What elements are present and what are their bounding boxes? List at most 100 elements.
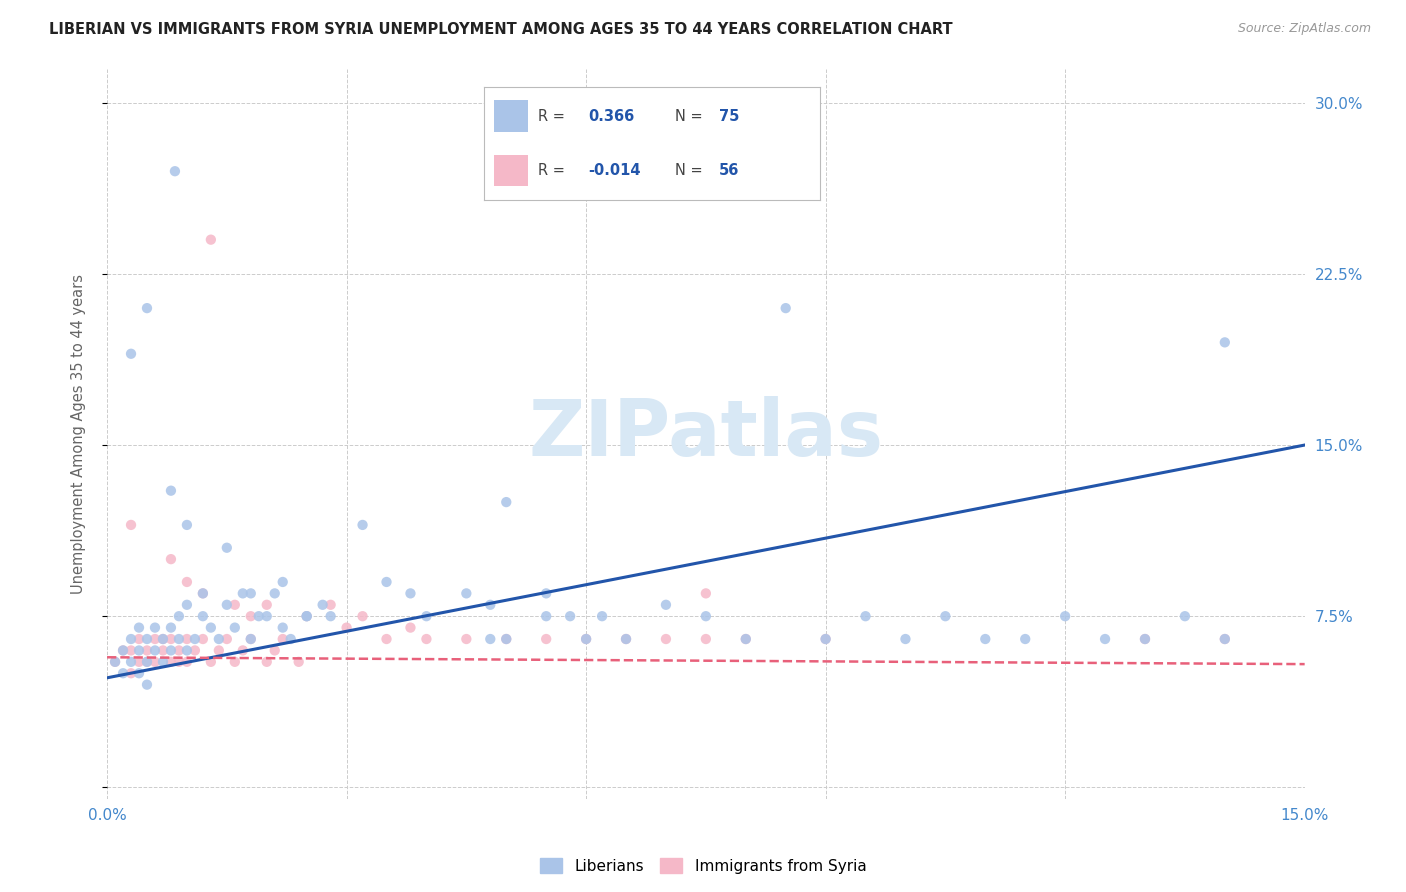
Point [215, 598, 238, 612]
Point [256, 609, 278, 624]
Point [534, 632, 557, 646]
Point [256, 655, 278, 669]
Point [814, 632, 837, 646]
Point [200, 621, 222, 635]
Point [224, 621, 246, 635]
Point [167, 632, 190, 646]
Point [200, 655, 222, 669]
Point [104, 655, 127, 669]
Point [934, 609, 956, 624]
Point [112, 643, 135, 657]
Point [191, 609, 214, 624]
Point [1133, 632, 1156, 646]
Point [136, 632, 159, 646]
Point [176, 574, 198, 589]
Point [415, 632, 437, 646]
Point [263, 643, 285, 657]
Point [232, 643, 254, 657]
Point [1213, 632, 1236, 646]
Point [239, 632, 262, 646]
Point [1174, 609, 1197, 624]
Point [136, 301, 159, 315]
Point [271, 621, 294, 635]
Point [136, 655, 159, 669]
Point [456, 586, 478, 600]
Point [160, 643, 183, 657]
Point [120, 347, 142, 361]
Point [152, 643, 174, 657]
Point [456, 632, 478, 646]
Point [224, 598, 246, 612]
Point [112, 643, 135, 657]
Point [176, 517, 198, 532]
Point [184, 632, 207, 646]
Point [120, 643, 142, 657]
Point [120, 655, 142, 669]
Point [128, 632, 150, 646]
Point [128, 643, 150, 657]
Point [695, 632, 717, 646]
Point [136, 643, 159, 657]
Point [287, 655, 309, 669]
Point [200, 233, 222, 247]
Point [495, 632, 517, 646]
Point [894, 632, 917, 646]
Point [560, 609, 582, 624]
Point [271, 574, 294, 589]
Point [176, 632, 198, 646]
Point [375, 632, 398, 646]
Point [136, 655, 159, 669]
Point [143, 655, 166, 669]
Point [256, 598, 278, 612]
Point [775, 301, 797, 315]
Point [336, 621, 359, 635]
Point [271, 632, 294, 646]
Point [160, 483, 183, 498]
Point [143, 621, 166, 635]
Point [495, 632, 517, 646]
Point [655, 598, 678, 612]
Point [143, 632, 166, 646]
Point [247, 609, 270, 624]
Point [575, 632, 598, 646]
Point [191, 586, 214, 600]
Point [495, 495, 517, 509]
Point [1133, 632, 1156, 646]
Text: ZIPatlas: ZIPatlas [529, 396, 883, 472]
Point [399, 621, 422, 635]
Point [734, 632, 756, 646]
Point [191, 632, 214, 646]
Point [232, 586, 254, 600]
Point [311, 598, 333, 612]
Point [160, 632, 183, 646]
Point [352, 609, 374, 624]
Point [695, 586, 717, 600]
Point [239, 632, 262, 646]
Text: Source: ZipAtlas.com: Source: ZipAtlas.com [1237, 22, 1371, 36]
Point [319, 609, 342, 624]
Point [614, 632, 637, 646]
Point [152, 632, 174, 646]
Point [128, 655, 150, 669]
Point [534, 609, 557, 624]
Point [176, 643, 198, 657]
Point [176, 655, 198, 669]
Point [479, 632, 502, 646]
Point [479, 598, 502, 612]
Point [1213, 335, 1236, 350]
Point [734, 632, 756, 646]
Point [184, 643, 207, 657]
Text: LIBERIAN VS IMMIGRANTS FROM SYRIA UNEMPLOYMENT AMONG AGES 35 TO 44 YEARS CORRELA: LIBERIAN VS IMMIGRANTS FROM SYRIA UNEMPL… [49, 22, 953, 37]
Point [295, 609, 318, 624]
Point [1014, 632, 1036, 646]
Point [191, 586, 214, 600]
Point [208, 632, 231, 646]
Point [208, 643, 231, 657]
Point [120, 632, 142, 646]
Point [104, 655, 127, 669]
Point [280, 632, 302, 646]
Point [128, 666, 150, 681]
Point [167, 643, 190, 657]
Point [152, 632, 174, 646]
Point [855, 609, 877, 624]
